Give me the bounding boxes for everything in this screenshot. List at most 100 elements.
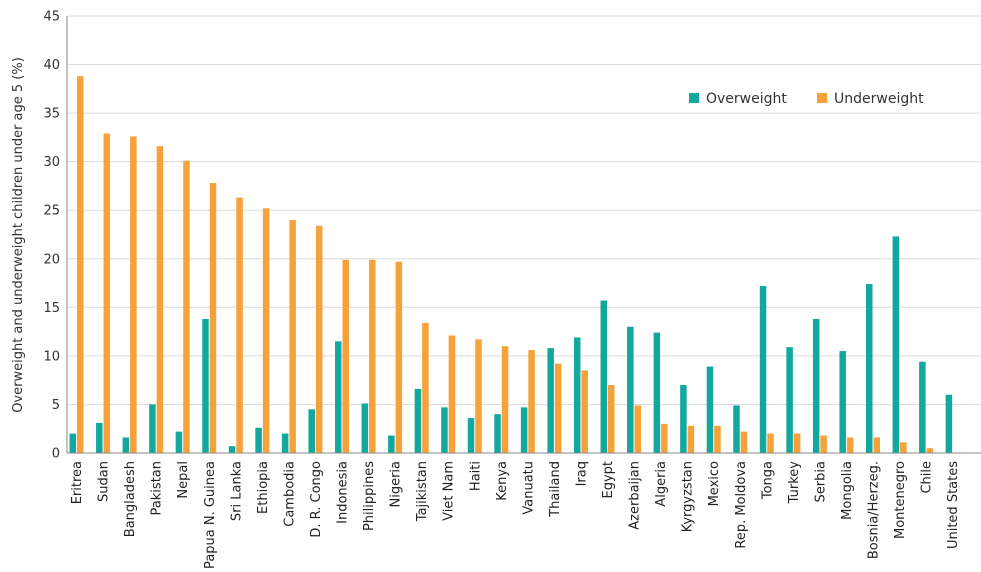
- bar-overweight: [520, 407, 528, 453]
- bar-overweight: [149, 404, 156, 453]
- bar-overweight: [202, 318, 209, 453]
- bar-overweight: [733, 405, 740, 453]
- bar-overweight: [786, 347, 793, 453]
- bar-overweight: [892, 236, 900, 453]
- x-tick-label: Thailand: [548, 461, 563, 518]
- x-tick-label: Indonesia: [336, 461, 351, 524]
- y-tick-label: 40: [43, 58, 60, 73]
- x-tick-label: Bangladesh: [123, 461, 138, 537]
- bar-underweight: [448, 335, 456, 453]
- bar-underweight: [315, 225, 323, 453]
- bar-underweight: [846, 437, 854, 453]
- bar-overweight: [866, 284, 873, 453]
- y-tick-label: 25: [43, 204, 60, 219]
- legend-label-underweight: Underweight: [834, 91, 924, 107]
- bar-overweight: [228, 446, 236, 453]
- y-tick-label: 30: [43, 155, 60, 170]
- x-tick-label: Pakistan: [150, 461, 165, 515]
- bar-underweight: [687, 425, 695, 453]
- y-tick-label: 5: [52, 398, 60, 413]
- bar-underweight: [926, 448, 934, 453]
- y-tick-label: 15: [43, 301, 60, 316]
- legend-swatch-overweight: [689, 93, 699, 103]
- bar-overweight: [839, 351, 846, 453]
- y-axis-label: Overweight and underweight children unde…: [11, 57, 26, 413]
- legend-label-overweight: Overweight: [706, 91, 787, 107]
- bar-overweight: [547, 348, 554, 453]
- bar-underweight: [130, 136, 137, 453]
- x-tick-label: D. R. Congo: [309, 461, 324, 538]
- bar-underweight: [528, 350, 535, 453]
- bar-underweight: [873, 437, 880, 453]
- bar-overweight: [281, 433, 289, 453]
- bar-overweight: [69, 433, 76, 453]
- x-tick-label: Montenegro: [893, 461, 908, 539]
- bar-overweight: [680, 385, 687, 453]
- x-tick-label: Haiti: [468, 461, 483, 491]
- bar-overweight: [255, 427, 262, 453]
- bar-underweight: [475, 339, 482, 453]
- bar-underweight: [900, 442, 907, 453]
- x-tick-label: Ethiopia: [256, 461, 271, 514]
- bar-overweight: [573, 337, 581, 453]
- y-axis-ticks: 0 5 10 15 20 25 30 35 40 45: [43, 10, 60, 462]
- bar-underweight: [820, 435, 827, 453]
- bar-overweight: [759, 285, 767, 453]
- y-tick-label: 10: [43, 349, 60, 364]
- bar-underweight: [77, 76, 84, 453]
- bar-underweight: [422, 322, 429, 453]
- x-tick-label: Cambodia: [282, 461, 297, 527]
- x-tick-label: Mexico: [707, 461, 722, 506]
- bar-overweight: [335, 341, 342, 453]
- bar-underweight: [369, 259, 376, 453]
- x-tick-label: Egypt: [601, 461, 616, 499]
- bar-overweight: [96, 422, 103, 453]
- bar-underweight: [581, 370, 588, 453]
- bar-underweight: [395, 261, 403, 453]
- y-tick-label: 35: [43, 107, 60, 122]
- bar-underweight: [634, 405, 642, 453]
- gridlines: [67, 15, 981, 405]
- x-tick-label: Viet Nam: [442, 461, 457, 521]
- bar-underweight: [501, 346, 509, 453]
- bar-overweight: [653, 332, 661, 453]
- x-tick-label: Nigeria: [389, 461, 404, 508]
- bar-overweight: [388, 435, 395, 453]
- y-tick-label: 45: [43, 10, 60, 25]
- bar-underweight: [714, 425, 721, 453]
- bar-overweight: [945, 394, 953, 453]
- bar-overweight: [414, 388, 422, 453]
- x-tick-label: Rep. Moldova: [734, 461, 749, 549]
- bar-overweight: [812, 318, 820, 453]
- y-tick-label: 0: [52, 447, 60, 462]
- bar-overweight: [919, 361, 926, 453]
- bar-underweight: [262, 208, 270, 453]
- x-axis-category-labels: Eritrea Sudan Bangladesh Pakistan Nepal Papua…: [70, 461, 961, 569]
- bar-overweight: [122, 437, 130, 453]
- bar-overweight: [308, 409, 315, 453]
- bar-underweight: [661, 423, 668, 453]
- x-tick-label: Sri Lanka: [229, 461, 244, 521]
- x-tick-label: Eritrea: [70, 461, 85, 504]
- bar-underweight: [342, 259, 349, 453]
- bar-underweight: [793, 433, 801, 453]
- x-tick-label: Papua N. Guinea: [203, 461, 218, 569]
- x-tick-label: United States: [946, 461, 961, 549]
- x-tick-label: Kyrgyzstan: [681, 461, 696, 532]
- x-tick-label: Azerbaijan: [628, 461, 643, 530]
- bar-underweight: [183, 160, 190, 453]
- bar-overweight: [175, 431, 183, 453]
- bar-overweight: [361, 403, 369, 453]
- bars: [69, 76, 953, 453]
- bar-overweight: [441, 407, 448, 453]
- legend-swatch-underweight: [817, 93, 827, 103]
- bar-underweight: [554, 363, 562, 453]
- bar-overweight: [706, 366, 714, 453]
- x-tick-label: Iraq: [574, 461, 589, 486]
- x-axis: [66, 16, 981, 454]
- bar-underweight: [209, 183, 217, 453]
- x-tick-label: Tonga: [760, 461, 775, 500]
- x-tick-label: Mongolia: [840, 461, 855, 520]
- bar-underweight: [740, 431, 748, 453]
